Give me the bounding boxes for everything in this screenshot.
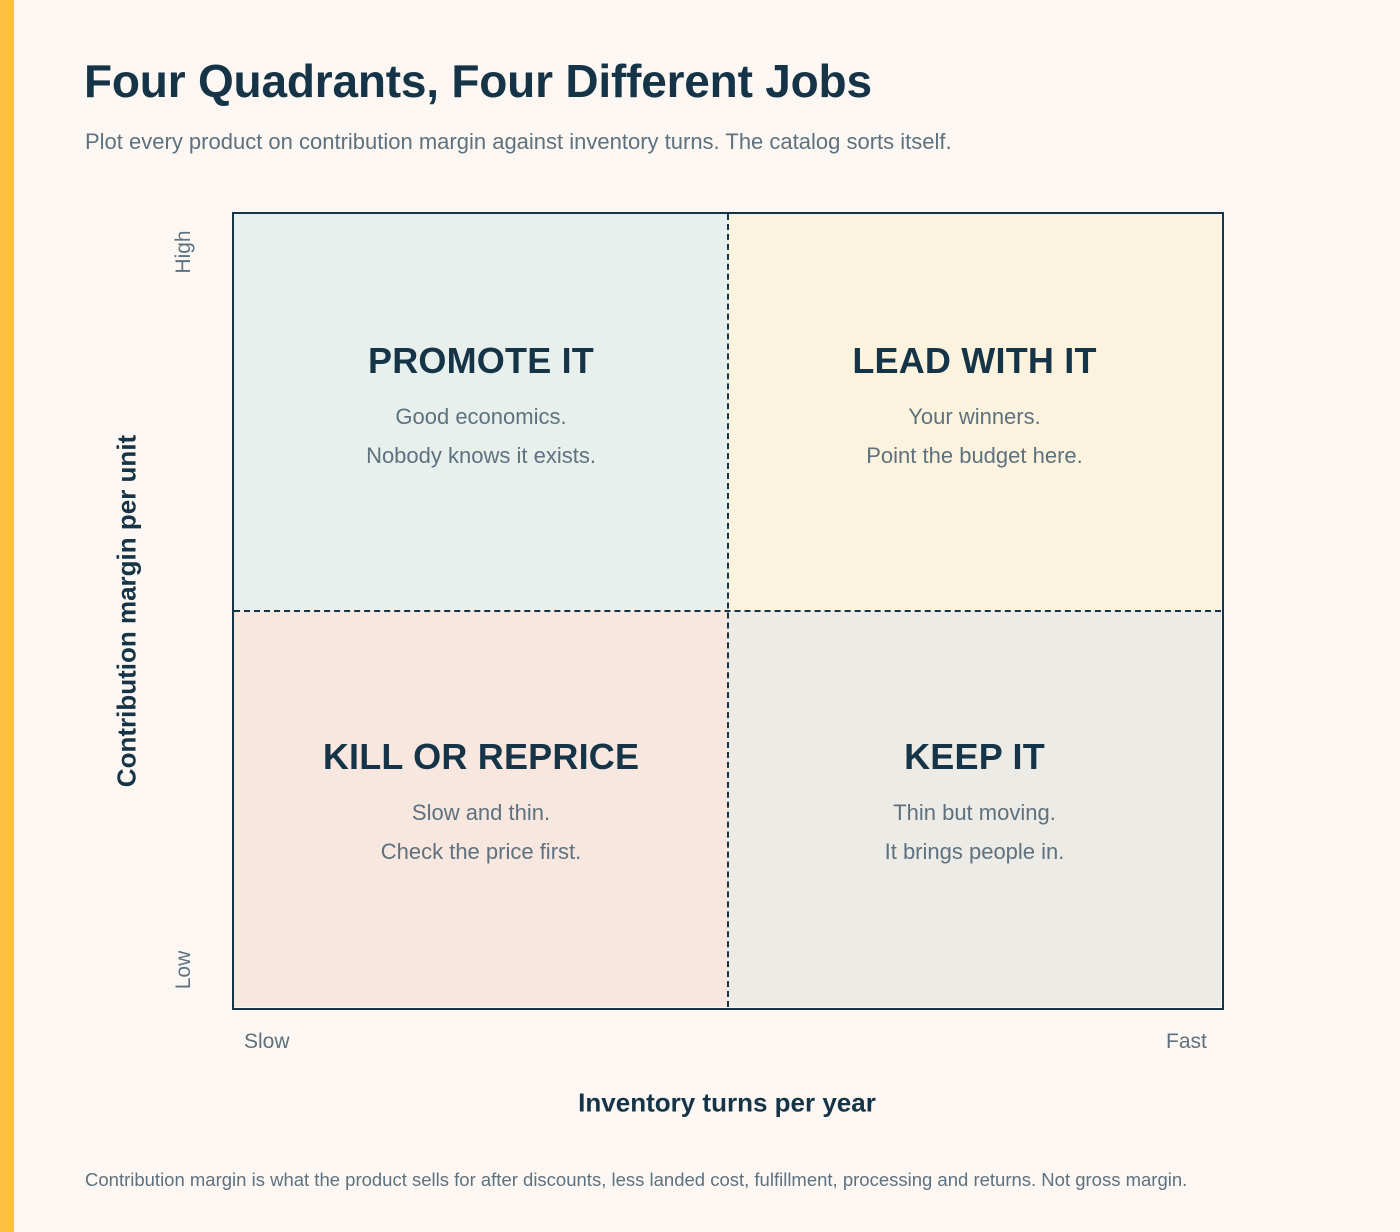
quadrant-matrix: PROMOTE IT Good economics. Nobody knows … bbox=[232, 212, 1224, 1010]
page-title: Four Quadrants, Four Different Jobs bbox=[84, 55, 872, 107]
quadrant-kill: KILL OR REPRICE Slow and thin. Check the… bbox=[234, 610, 728, 1007]
quadrant-lead-line-1: Your winners. bbox=[908, 404, 1041, 429]
quadrant-lead-line-2: Point the budget here. bbox=[866, 443, 1083, 468]
y-tick-high: High bbox=[172, 230, 195, 274]
x-tick-slow: Slow bbox=[244, 1030, 290, 1053]
quadrant-promote-line-1: Good economics. bbox=[395, 404, 567, 429]
quadrant-keep-line-2: It brings people in. bbox=[884, 839, 1065, 864]
quadrant-lead: LEAD WITH IT Your winners. Point the bud… bbox=[728, 214, 1221, 610]
y-axis-label: Contribution margin per unit bbox=[111, 434, 142, 788]
quadrant-kill-title: KILL OR REPRICE bbox=[322, 736, 640, 777]
quadrant-promote-title: PROMOTE IT bbox=[368, 340, 594, 381]
quadrant-promote: PROMOTE IT Good economics. Nobody knows … bbox=[234, 214, 728, 610]
quadrant-promote-line-2: Nobody knows it exists. bbox=[366, 443, 596, 468]
x-axis-label: Inventory turns per year bbox=[578, 1087, 876, 1118]
footnote: Contribution margin is what the product … bbox=[85, 1169, 1188, 1190]
quadrant-keep: KEEP IT Thin but moving. It brings peopl… bbox=[728, 610, 1221, 1007]
quadrant-kill-line-2: Check the price first. bbox=[380, 839, 582, 864]
x-tick-fast: Fast bbox=[1166, 1030, 1207, 1053]
y-tick-low: Low bbox=[172, 950, 195, 990]
quadrant-lead-title: LEAD WITH IT bbox=[852, 340, 1097, 381]
quadrant-keep-title: KEEP IT bbox=[904, 736, 1045, 777]
accent-bar bbox=[0, 0, 14, 1232]
horizontal-divider bbox=[234, 610, 1221, 612]
quadrant-keep-line-1: Thin but moving. bbox=[893, 800, 1056, 825]
page-subtitle: Plot every product on contribution margi… bbox=[85, 129, 952, 154]
quadrant-kill-line-1: Slow and thin. bbox=[411, 800, 551, 825]
